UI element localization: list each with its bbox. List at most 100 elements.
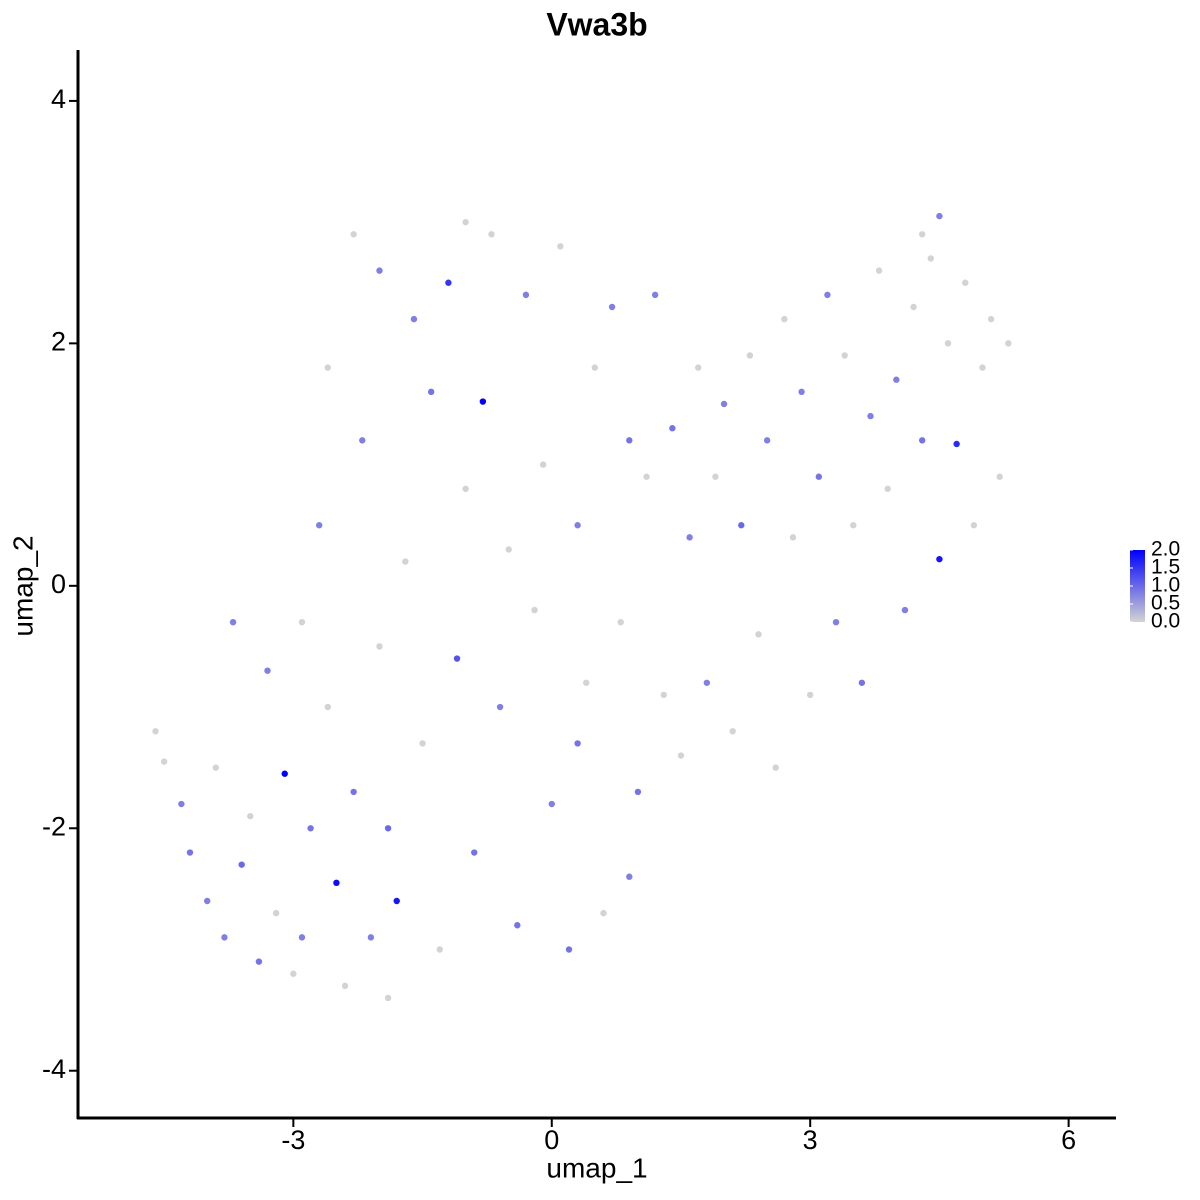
point	[626, 437, 633, 444]
point	[264, 667, 271, 674]
point	[186, 849, 194, 856]
point	[212, 764, 220, 771]
point	[729, 728, 736, 735]
point	[746, 352, 754, 359]
point	[738, 522, 745, 529]
point	[660, 691, 667, 699]
point	[514, 922, 521, 929]
point	[591, 364, 599, 371]
point	[539, 461, 547, 468]
point	[626, 873, 633, 880]
point	[574, 740, 581, 747]
point	[953, 440, 960, 448]
point	[910, 303, 917, 311]
point	[238, 861, 245, 868]
point	[471, 849, 478, 856]
point	[617, 618, 624, 626]
point	[298, 934, 306, 941]
point	[298, 618, 306, 626]
point	[918, 437, 926, 444]
point	[944, 340, 952, 347]
point	[178, 800, 185, 808]
point	[384, 825, 392, 832]
y-tick-label: -2	[42, 811, 66, 841]
point	[677, 752, 685, 759]
point	[307, 825, 314, 832]
point	[445, 279, 452, 286]
y-tick-label: 2	[51, 326, 66, 356]
point	[324, 703, 332, 711]
point	[875, 267, 883, 274]
y-tick-label: -4	[42, 1054, 66, 1084]
x-axis-label: umap_1	[546, 1152, 647, 1183]
point	[651, 291, 659, 299]
point	[987, 315, 995, 323]
point	[496, 703, 504, 711]
point	[359, 437, 366, 444]
point	[565, 946, 573, 953]
point	[505, 546, 512, 553]
point	[488, 231, 495, 238]
point	[548, 800, 555, 808]
y-tick-label: 4	[51, 84, 66, 114]
point	[703, 679, 711, 686]
point	[315, 522, 323, 529]
point	[927, 255, 934, 262]
point	[152, 728, 159, 735]
point	[789, 534, 797, 541]
point	[462, 485, 469, 493]
point	[634, 788, 642, 796]
point	[333, 879, 340, 887]
point	[772, 764, 779, 771]
point	[918, 231, 926, 238]
point	[893, 376, 900, 383]
point	[806, 691, 814, 699]
point	[884, 485, 891, 493]
point	[160, 758, 168, 765]
point	[247, 812, 254, 820]
point	[781, 315, 788, 323]
point	[376, 267, 383, 274]
point	[221, 934, 228, 941]
point	[402, 558, 409, 565]
point	[583, 679, 590, 686]
point	[936, 555, 943, 563]
point	[979, 364, 986, 371]
point	[290, 970, 297, 977]
colorbar-tick-label: 1.5	[1151, 556, 1180, 579]
point	[350, 788, 357, 796]
point	[858, 679, 866, 686]
point	[669, 425, 676, 432]
point	[557, 243, 564, 250]
point	[522, 291, 530, 299]
point	[996, 473, 1003, 480]
point	[686, 534, 693, 541]
point	[436, 946, 443, 953]
point	[798, 388, 805, 396]
y-axis-label: umap_2	[7, 535, 38, 636]
point	[376, 643, 383, 650]
point	[324, 364, 332, 371]
point	[272, 909, 280, 917]
point	[832, 618, 840, 626]
point	[867, 412, 874, 420]
point	[815, 473, 823, 480]
point	[350, 231, 357, 238]
point	[936, 212, 943, 220]
point	[850, 522, 857, 529]
x-tick-label: -3	[281, 1125, 305, 1155]
point	[367, 934, 375, 941]
point	[453, 655, 461, 662]
point	[962, 279, 969, 286]
point	[824, 291, 831, 299]
point	[419, 740, 426, 747]
point	[763, 437, 771, 444]
point	[574, 522, 581, 529]
point	[479, 398, 487, 405]
point	[410, 315, 418, 323]
colorbar	[1130, 550, 1145, 622]
y-tick-label: 0	[51, 569, 66, 599]
chart-title: Vwa3b	[546, 6, 647, 42]
point	[531, 606, 538, 614]
